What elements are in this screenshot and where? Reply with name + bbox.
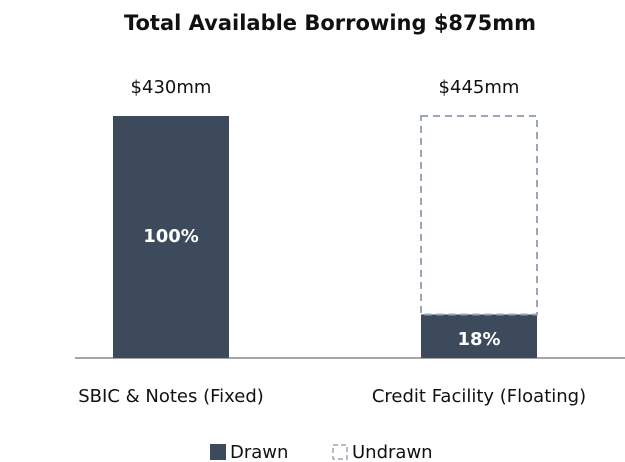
- legend-label: Undrawn: [352, 442, 433, 462]
- total-label: $445mm: [439, 77, 520, 98]
- bar-segment: [420, 115, 538, 316]
- total-label: $430mm: [131, 77, 212, 98]
- value-label: 18%: [457, 329, 500, 350]
- x-tick-label: SBIC & Notes (Fixed): [78, 386, 264, 407]
- x-tick-label: Credit Facility (Floating): [372, 386, 586, 407]
- legend-label: Drawn: [230, 442, 288, 462]
- chart-title: Total Available Borrowing $875mm: [124, 11, 536, 35]
- legend-swatch: [332, 444, 348, 460]
- legend-swatch: [210, 444, 226, 460]
- bar-segment: [113, 116, 229, 358]
- bar-segment: [421, 314, 537, 358]
- value-label: 100%: [143, 226, 199, 247]
